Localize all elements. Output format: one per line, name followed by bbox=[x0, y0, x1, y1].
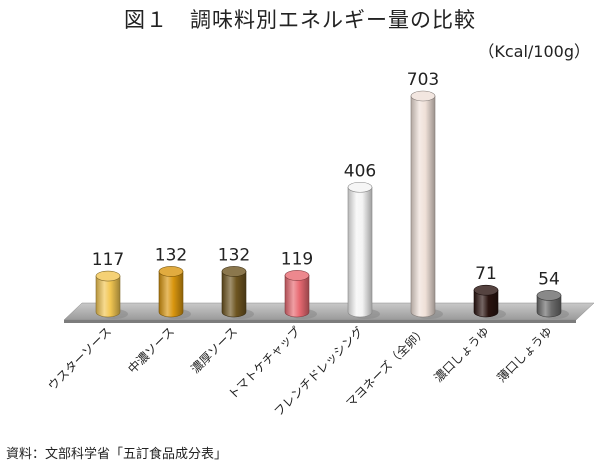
bar bbox=[536, 290, 569, 319]
bar bbox=[221, 266, 254, 319]
bar-top bbox=[347, 181, 373, 193]
bar bbox=[284, 270, 317, 319]
value-label: 703 bbox=[407, 70, 439, 90]
bar-body bbox=[473, 289, 499, 318]
bar-body bbox=[347, 186, 373, 318]
chart-floor-front bbox=[64, 320, 576, 323]
chart-floor-top bbox=[63, 302, 595, 321]
bar-top bbox=[95, 270, 121, 282]
bar-top bbox=[473, 284, 499, 296]
value-labels-layer: 117 132 132 119 406 703 71 54 bbox=[92, 70, 560, 289]
value-label: 71 bbox=[475, 264, 497, 284]
value-label: 406 bbox=[344, 161, 376, 181]
bars-layer bbox=[95, 90, 569, 319]
category-label: 中濃ソース bbox=[125, 324, 178, 377]
category-labels-layer: ウスターソース 中濃ソース 濃厚ソーストマトケチャップフレンチドレッシングマヨネーズ… bbox=[45, 324, 555, 419]
bar bbox=[347, 181, 380, 319]
value-label: 117 bbox=[92, 250, 124, 270]
bar-body bbox=[95, 275, 121, 318]
bar-top bbox=[158, 266, 184, 277]
bar-body bbox=[158, 271, 184, 318]
bar-top bbox=[284, 270, 310, 281]
value-label: 132 bbox=[218, 245, 250, 265]
value-label: 54 bbox=[538, 269, 560, 289]
bar bbox=[410, 90, 443, 319]
category-label: 薄口しょうゆ bbox=[494, 324, 556, 386]
category-label: ウスターソース bbox=[45, 324, 114, 393]
value-label: 132 bbox=[155, 245, 187, 265]
unit-label: （Kcal/100g） bbox=[478, 42, 590, 61]
bar-top bbox=[221, 266, 247, 277]
bar-body bbox=[221, 271, 247, 318]
bar bbox=[473, 284, 506, 319]
category-label: 濃口しょうゆ bbox=[431, 324, 492, 385]
category-label: 濃厚ソース bbox=[188, 324, 240, 376]
bar bbox=[158, 266, 191, 319]
bar-body bbox=[284, 275, 310, 318]
bar-top bbox=[536, 290, 562, 301]
value-label: 119 bbox=[281, 249, 313, 269]
bar bbox=[95, 270, 128, 319]
bar-body bbox=[410, 95, 436, 318]
bar-body bbox=[536, 295, 562, 318]
chart-title: 図１ 調味料別エネルギー量の比較 bbox=[124, 8, 476, 32]
source-note: 資料：文部科学省「五訂食品成分表」 bbox=[6, 447, 228, 462]
bar-top bbox=[410, 90, 436, 102]
